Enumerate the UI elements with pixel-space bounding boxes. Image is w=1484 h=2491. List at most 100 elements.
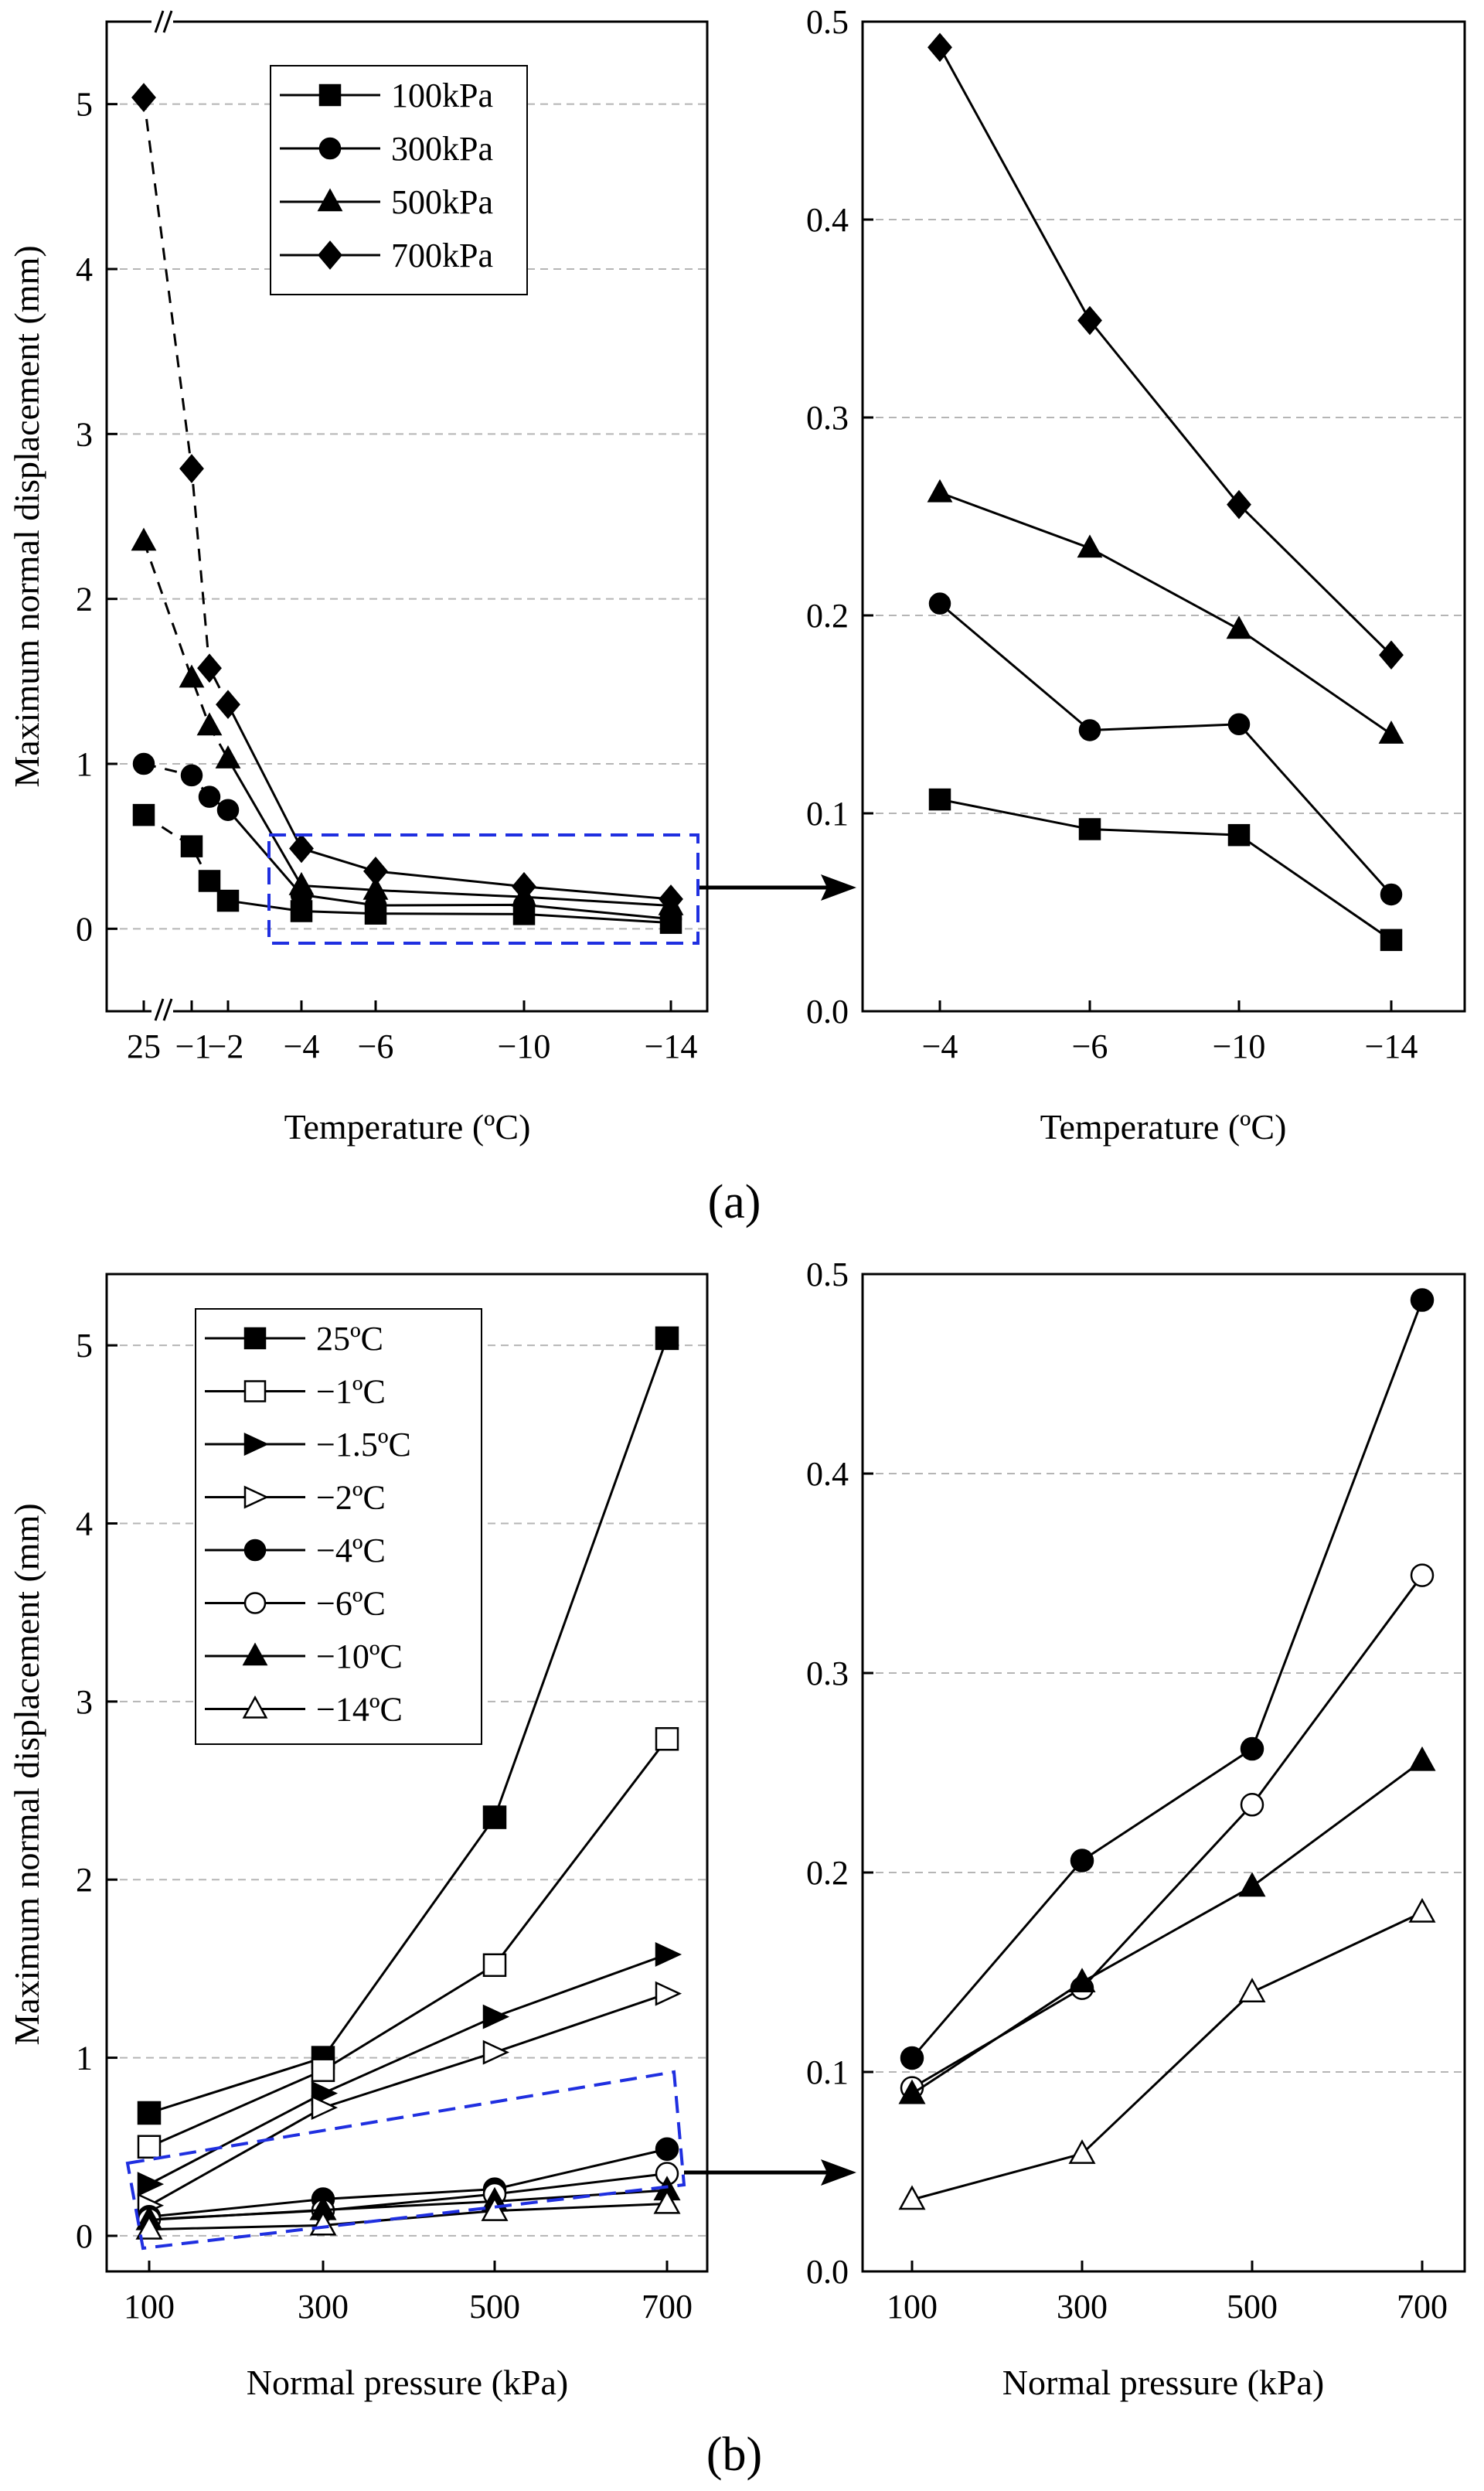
data-point <box>1408 1746 1436 1771</box>
legend-label: 700kPa <box>391 237 493 274</box>
x-tick-label: −14 <box>1365 1027 1418 1065</box>
series-minus-6c <box>900 1563 1435 2100</box>
x-axis-title: Normal pressure (kPa) <box>247 2363 568 2402</box>
legend-label: 500kPa <box>391 183 493 221</box>
data-point <box>1410 1563 1435 1587</box>
data-point <box>900 2046 924 2070</box>
series-line <box>910 1300 1424 2059</box>
data-point <box>655 1942 682 1967</box>
chart-a-left: 0 1 2 3 4 5 25 −1−2 −4 −6 −10 −14 Maximum normal d… <box>7 10 709 1147</box>
data-point <box>311 2058 335 2082</box>
data-point <box>180 835 203 857</box>
legend-marker <box>318 137 342 160</box>
data-point <box>1078 719 1101 741</box>
legend-item-minus-4c: −4ºC <box>205 1532 386 1569</box>
data-point <box>927 479 953 503</box>
series-300kpa <box>132 752 682 930</box>
data-point <box>1227 823 1251 847</box>
series-300kpa <box>928 592 1403 906</box>
legend-marker <box>243 1327 267 1350</box>
data-point <box>289 833 314 864</box>
legend-item-minus-1p5c: −1.5ºC <box>205 1426 411 1464</box>
panel-label-b: (b) <box>706 2428 762 2481</box>
chart-a-right: 0.0 0.1 0.2 0.3 0.4 0.5 −4 −6 −10 −14 Temperatur… <box>806 3 1466 1147</box>
series-line <box>939 798 1392 942</box>
data-point <box>655 1981 682 2006</box>
data-point <box>216 690 240 720</box>
data-point <box>928 788 951 811</box>
legend-marker <box>317 188 343 212</box>
series-minus-1p5c <box>137 1942 682 2197</box>
legend: 100kPa 300kPa 500kPa 700kPa <box>270 65 528 295</box>
x-tick-label: −6 <box>1072 1027 1108 1065</box>
legend-item-100kpa: 100kPa <box>280 77 493 114</box>
y-axis-title: Maximum normal displacement (mm) <box>7 245 46 787</box>
y-tick-label: 0.0 <box>806 993 849 1031</box>
x-tick-label: −6 <box>358 1027 394 1065</box>
x-tick-label: −4 <box>922 1027 958 1065</box>
y-tick-label: 0 <box>76 910 93 948</box>
legend-marker <box>318 240 342 270</box>
x-tick-label: −4 <box>284 1027 320 1065</box>
legend-label: −14ºC <box>316 1691 403 1729</box>
x-axis-title: Temperature (ºC) <box>284 1107 531 1147</box>
series-line <box>939 491 1392 735</box>
data-point <box>132 752 155 775</box>
zoom-region-box <box>125 2070 686 2251</box>
y-tick-label: 0.5 <box>806 1256 849 1293</box>
legend-label: −2ºC <box>316 1479 386 1517</box>
series-minus-2c <box>137 1981 682 2218</box>
series-25c <box>137 1326 679 2125</box>
zoom-arrow-a <box>699 874 856 901</box>
series-700kpa <box>131 83 683 914</box>
legend-label: −10ºC <box>316 1637 403 1675</box>
series-100kpa <box>928 788 1403 952</box>
x-tick-label: −14 <box>645 1027 698 1065</box>
plot-frame <box>105 20 709 1013</box>
plot-frame <box>105 1273 709 2273</box>
series-minus-10c <box>898 1746 1436 2104</box>
series-line-dashed <box>143 762 229 811</box>
data-point <box>197 653 222 683</box>
data-point <box>482 2004 510 2029</box>
legend-marker <box>243 1433 269 1456</box>
series-line <box>148 1953 668 2186</box>
series-minus-1c <box>137 1726 679 2159</box>
legend-label: 100kPa <box>391 77 493 114</box>
legend-label: −4ºC <box>316 1532 386 1569</box>
series-line <box>911 1574 1424 2089</box>
legend-item-700kpa: 700kPa <box>280 237 493 274</box>
data-point <box>898 2079 926 2104</box>
legend-item-25c: 25ºC <box>205 1320 383 1358</box>
y-tick-label: 4 <box>76 1505 93 1543</box>
data-point <box>482 1953 507 1978</box>
series-minus-4c <box>900 1288 1435 2070</box>
series-500kpa <box>131 527 684 915</box>
data-point <box>1408 1897 1436 1923</box>
axis-break-bottom <box>151 998 173 1021</box>
y-axis-title: Maximum normal displacement (mm) <box>7 1503 46 2045</box>
data-point <box>655 2137 679 2161</box>
legend: 25ºC −1ºC −1.5ºC −2ºC −4ºC −6ºC −10ºC −14ºC <box>195 1308 482 1745</box>
legend-marker <box>242 1642 268 1666</box>
data-point <box>1077 305 1102 336</box>
legend-label: −1.5ºC <box>316 1426 411 1464</box>
data-point <box>1070 1849 1094 1873</box>
x-tick-label: 100 <box>124 2288 175 2326</box>
y-tick-label: 1 <box>76 745 93 783</box>
series-line <box>939 602 1393 895</box>
data-point <box>482 2039 510 2065</box>
data-point <box>512 871 536 901</box>
data-point <box>135 2214 163 2240</box>
x-axis-title: Normal pressure (kPa) <box>1002 2363 1324 2402</box>
y-tick-label: 0 <box>76 2217 93 2255</box>
data-point <box>1378 721 1404 744</box>
data-point <box>655 1326 679 1351</box>
legend-item-300kpa: 300kPa <box>280 130 493 168</box>
y-tick-label: 1 <box>76 2039 93 2077</box>
data-point <box>1068 2139 1096 2164</box>
zoom-region-box <box>267 833 699 945</box>
data-point <box>362 876 389 900</box>
data-point <box>132 803 155 826</box>
